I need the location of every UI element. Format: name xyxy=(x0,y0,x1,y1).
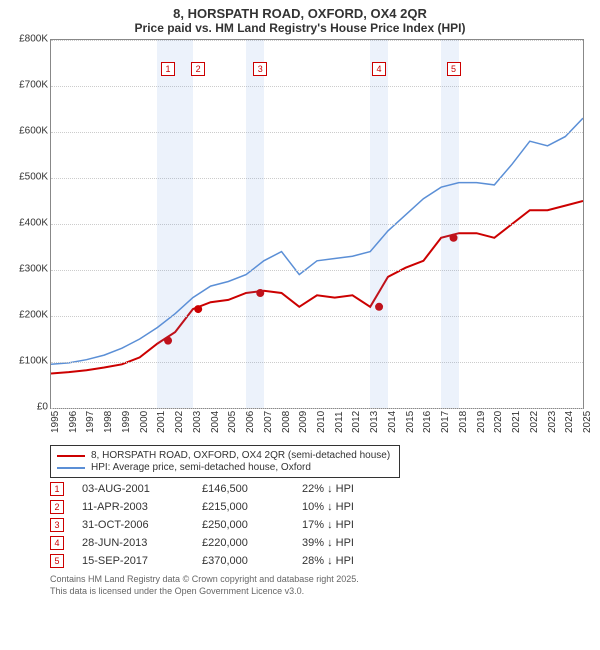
transaction-row: 2 11-APR-2003£215,00010% ↓ HPI xyxy=(50,500,592,514)
legend-label: HPI: Average price, semi-detached house,… xyxy=(91,462,311,473)
tx-marker: 5 xyxy=(50,554,64,568)
transaction-row: 3 31-OCT-2006£250,00017% ↓ HPI xyxy=(50,518,592,532)
y-tick-label: £100K xyxy=(8,356,48,367)
chart: 12345 £0£100K£200K£300K£400K£500K£600K£7… xyxy=(50,39,584,439)
gridline xyxy=(51,86,583,87)
title-main: 8, HORSPATH ROAD, OXFORD, OX4 2QR xyxy=(8,6,592,21)
sale-dot xyxy=(194,305,202,313)
chart-marker: 2 xyxy=(191,62,205,76)
tx-price: £146,500 xyxy=(202,483,302,495)
gridline xyxy=(51,132,583,133)
tx-delta: 10% ↓ HPI xyxy=(302,501,402,513)
transaction-row: 4 28-JUN-2013£220,00039% ↓ HPI xyxy=(50,536,592,550)
chart-marker: 5 xyxy=(447,62,461,76)
transaction-row: 5 15-SEP-2017£370,00028% ↓ HPI xyxy=(50,554,592,568)
tx-price: £250,000 xyxy=(202,519,302,531)
footer: Contains HM Land Registry data © Crown c… xyxy=(50,574,592,597)
gridline xyxy=(51,40,583,41)
legend-row: HPI: Average price, semi-detached house,… xyxy=(57,462,393,473)
tx-price: £215,000 xyxy=(202,501,302,513)
y-tick-label: £700K xyxy=(8,80,48,91)
year-shade xyxy=(175,40,193,408)
y-tick-label: £500K xyxy=(8,172,48,183)
gridline xyxy=(51,270,583,271)
year-shade xyxy=(246,40,264,408)
y-tick-label: £0 xyxy=(8,402,48,413)
tx-price: £370,000 xyxy=(202,555,302,567)
legend-swatch xyxy=(57,455,85,457)
tx-date: 28-JUN-2013 xyxy=(82,537,202,549)
tx-marker: 4 xyxy=(50,536,64,550)
tx-marker: 2 xyxy=(50,500,64,514)
gridline xyxy=(51,178,583,179)
tx-marker: 3 xyxy=(50,518,64,532)
legend: 8, HORSPATH ROAD, OXFORD, OX4 2QR (semi-… xyxy=(50,445,400,478)
gridline xyxy=(51,362,583,363)
gridline xyxy=(51,316,583,317)
tx-date: 03-AUG-2001 xyxy=(82,483,202,495)
y-tick-label: £600K xyxy=(8,126,48,137)
series-line xyxy=(51,118,583,364)
chart-marker: 1 xyxy=(161,62,175,76)
tx-delta: 39% ↓ HPI xyxy=(302,537,402,549)
year-shade xyxy=(157,40,175,408)
tx-delta: 22% ↓ HPI xyxy=(302,483,402,495)
footer-line1: Contains HM Land Registry data © Crown c… xyxy=(50,574,592,586)
transaction-row: 1 03-AUG-2001£146,50022% ↓ HPI xyxy=(50,482,592,496)
tx-date: 15-SEP-2017 xyxy=(82,555,202,567)
title-sub: Price paid vs. HM Land Registry's House … xyxy=(8,21,592,35)
x-tick-label: 2025 xyxy=(582,411,600,433)
title-block: 8, HORSPATH ROAD, OXFORD, OX4 2QR Price … xyxy=(8,6,592,35)
legend-label: 8, HORSPATH ROAD, OXFORD, OX4 2QR (semi-… xyxy=(91,450,390,461)
gridline xyxy=(51,408,583,409)
transactions-table: 1 03-AUG-2001£146,50022% ↓ HPI 2 11-APR-200… xyxy=(50,482,592,568)
tx-price: £220,000 xyxy=(202,537,302,549)
plot-area: 1 2 3 4 5 xyxy=(50,39,584,409)
tx-marker: 1 xyxy=(50,482,64,496)
chart-marker: 3 xyxy=(253,62,267,76)
year-shade xyxy=(370,40,388,408)
year-shade xyxy=(441,40,459,408)
tx-delta: 28% ↓ HPI xyxy=(302,555,402,567)
y-tick-label: £300K xyxy=(8,264,48,275)
series-line xyxy=(51,201,583,374)
y-tick-label: £400K xyxy=(8,218,48,229)
footer-line2: This data is licensed under the Open Gov… xyxy=(50,586,592,598)
legend-row: 8, HORSPATH ROAD, OXFORD, OX4 2QR (semi-… xyxy=(57,450,393,461)
tx-date: 11-APR-2003 xyxy=(82,501,202,513)
chart-marker: 4 xyxy=(372,62,386,76)
legend-swatch xyxy=(57,467,85,469)
y-tick-label: £800K xyxy=(8,34,48,45)
tx-delta: 17% ↓ HPI xyxy=(302,519,402,531)
gridline xyxy=(51,224,583,225)
tx-date: 31-OCT-2006 xyxy=(82,519,202,531)
y-tick-label: £200K xyxy=(8,310,48,321)
